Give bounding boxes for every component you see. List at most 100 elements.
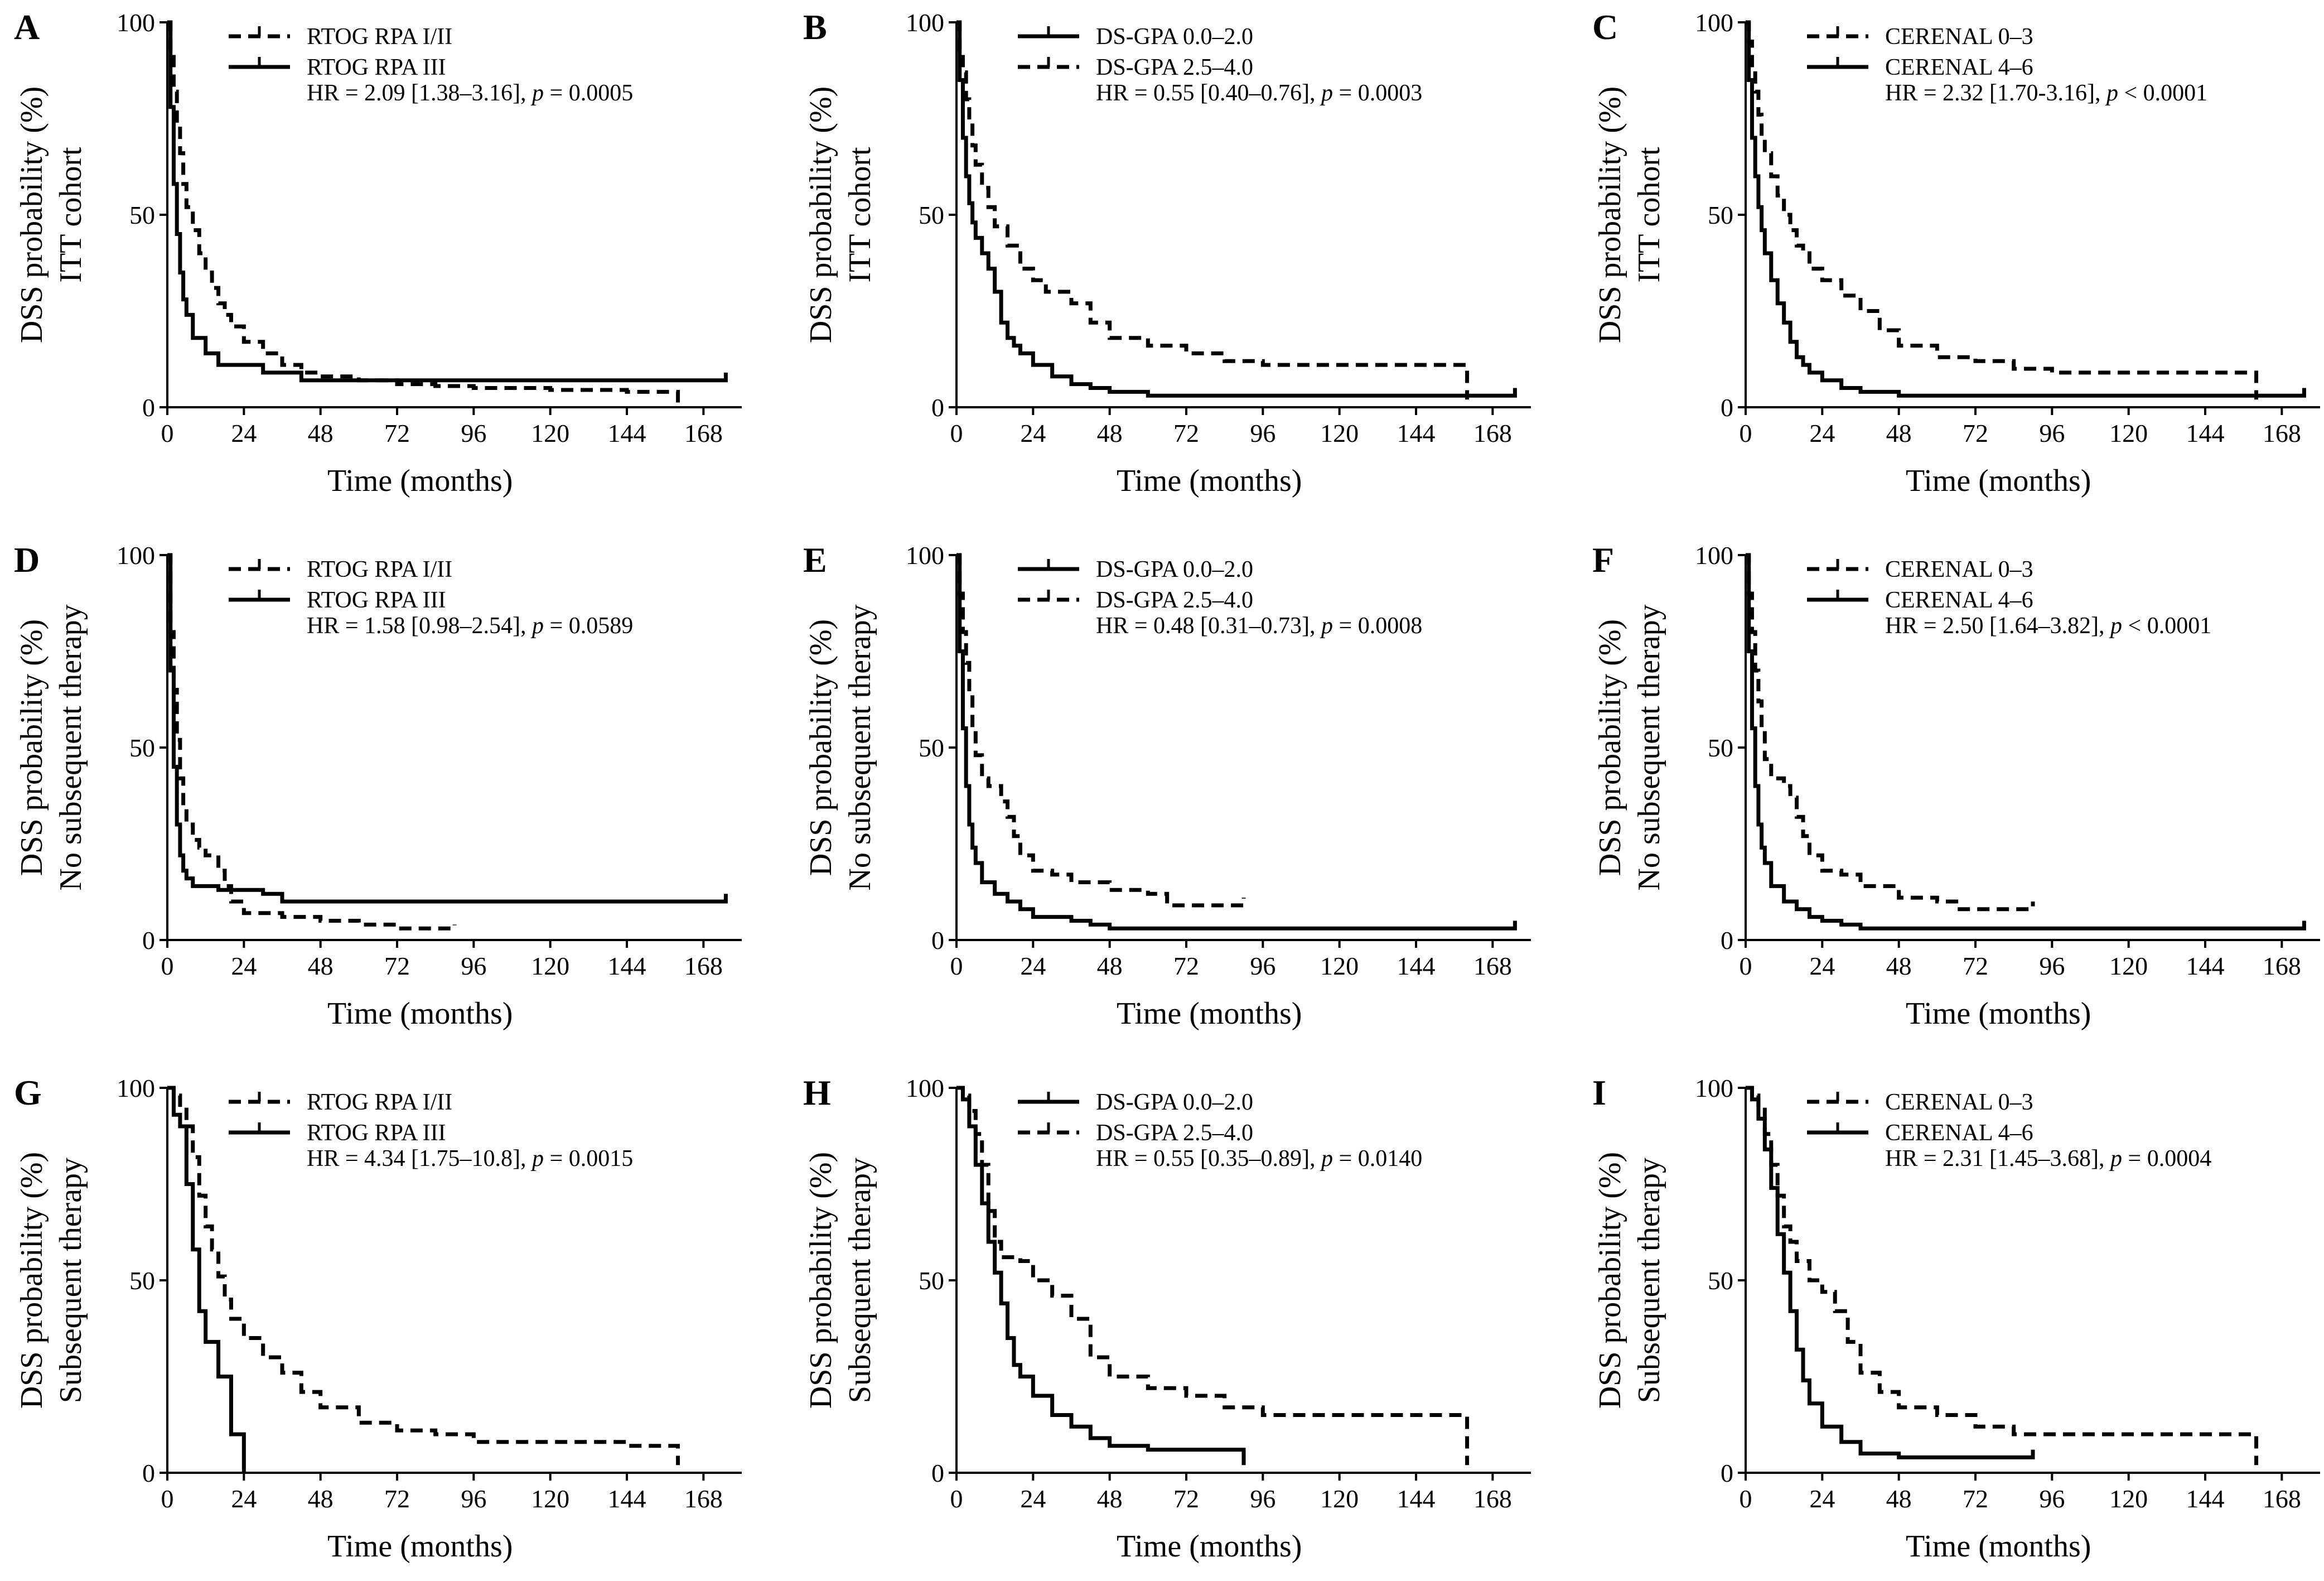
y-tick-label: 50 <box>919 734 944 762</box>
series-line-dashed <box>1746 20 2259 400</box>
x-tick-label: 120 <box>2109 952 2148 980</box>
y-tick-label: 100 <box>1695 541 1733 570</box>
panel-h: H 0 50 100 0 24 48 72 96 120 144 168 Time (months) DS… <box>803 1073 1531 1564</box>
x-tick-label: 144 <box>1397 1484 1436 1513</box>
y-axis-title: DSS probability (%) <box>1593 1152 1627 1409</box>
y-tick-label: 100 <box>117 541 155 570</box>
x-tick-label: 144 <box>2186 952 2225 980</box>
legend-label: CERENAL 4–6 <box>1885 1120 2033 1146</box>
x-tick-label: 24 <box>231 952 257 980</box>
x-tick-label: 72 <box>384 952 410 980</box>
x-tick-label: 168 <box>684 1484 723 1513</box>
x-tick-label: 168 <box>2263 952 2301 980</box>
series-line-dashed <box>1746 553 2035 912</box>
series-line-solid <box>167 553 728 904</box>
x-tick-label: 48 <box>1097 952 1123 980</box>
x-tick-label: 48 <box>1097 419 1123 447</box>
y-tick-label: 0 <box>142 926 155 955</box>
x-tick-label: 120 <box>531 1484 569 1513</box>
series-line-solid <box>956 20 1517 398</box>
series-line-solid <box>956 553 1517 931</box>
x-tick-label: 120 <box>1320 1484 1359 1513</box>
y-tick-label: 50 <box>129 1266 155 1295</box>
x-tick-label: 120 <box>2109 1484 2148 1513</box>
x-tick-label: 0 <box>161 419 174 447</box>
x-tick-label: 96 <box>2039 419 2065 447</box>
y-axis-subtitle: Subsequent therapy <box>843 1158 877 1403</box>
hr-annotation: HR = 0.48 [0.31–0.73], p = 0.0008 <box>1096 613 1422 639</box>
x-tick-label: 0 <box>161 952 174 980</box>
y-tick-label: 0 <box>931 393 944 422</box>
series-line-dashed <box>956 20 1470 400</box>
series-line-dashed <box>167 20 680 407</box>
y-tick-label: 0 <box>1721 926 1733 955</box>
hr-annotation: HR = 2.31 [1.45–3.68], p = 0.0004 <box>1885 1146 2211 1172</box>
x-axis-title: Time (months) <box>1906 996 2091 1031</box>
x-tick-label: 168 <box>2263 1484 2301 1513</box>
y-axis-subtitle: ITT cohort <box>54 147 88 283</box>
panel-letter: F <box>1592 540 1614 580</box>
panel-letter: G <box>14 1073 42 1112</box>
panel-c: C 0 50 100 0 24 48 72 96 120 144 168 Time (months) DS… <box>1592 7 2320 498</box>
x-tick-label: 0 <box>161 1484 174 1513</box>
x-tick-label: 96 <box>2039 1484 2065 1513</box>
hr-annotation: HR = 2.50 [1.64–3.82], p < 0.0001 <box>1885 613 2211 639</box>
x-tick-label: 96 <box>1250 952 1275 980</box>
x-tick-label: 144 <box>608 952 646 980</box>
x-axis-title: Time (months) <box>327 1529 513 1564</box>
x-tick-label: 48 <box>1886 1484 1912 1513</box>
legend-label: RTOG RPA III <box>307 1120 446 1146</box>
hr-annotation: HR = 2.32 [1.70-3.16], p < 0.0001 <box>1885 80 2207 106</box>
panel-d: D 0 50 100 0 24 48 72 96 120 144 168 Time (months) DS… <box>14 540 742 1031</box>
x-tick-label: 48 <box>1886 952 1912 980</box>
hr-annotation: HR = 1.58 [0.98–2.54], p = 0.0589 <box>307 613 633 639</box>
x-tick-label: 24 <box>1020 419 1046 447</box>
x-tick-label: 24 <box>1020 952 1046 980</box>
panel-i: I 0 50 100 0 24 48 72 96 120 144 168 Time (months) DS… <box>1592 1073 2320 1564</box>
panel-letter: E <box>803 540 827 580</box>
x-tick-label: 0 <box>950 952 963 980</box>
y-axis-title: DSS probability (%) <box>1593 86 1627 343</box>
legend-label: RTOG RPA III <box>307 587 446 613</box>
x-tick-label: 72 <box>1173 1484 1199 1513</box>
x-tick-label: 72 <box>1173 419 1199 447</box>
x-tick-label: 24 <box>1809 419 1835 447</box>
y-tick-label: 100 <box>906 8 944 37</box>
y-axis-subtitle: ITT cohort <box>843 147 877 283</box>
legend-label: DS-GPA 2.5–4.0 <box>1096 55 1253 80</box>
panel-letter: A <box>14 7 40 47</box>
x-tick-label: 0 <box>1740 952 1752 980</box>
legend-label: CERENAL 0–3 <box>1885 1090 2033 1115</box>
y-tick-label: 100 <box>1695 1074 1733 1102</box>
y-tick-label: 50 <box>919 1266 944 1295</box>
x-tick-label: 24 <box>1809 952 1835 980</box>
y-axis-title: DSS probability (%) <box>15 86 49 343</box>
panel-e: E 0 50 100 0 24 48 72 96 120 144 168 Time (months) DS… <box>803 540 1531 1031</box>
y-tick-label: 50 <box>1708 1266 1733 1295</box>
panel-letter: H <box>803 1073 831 1112</box>
x-tick-label: 48 <box>308 1484 334 1513</box>
x-tick-label: 24 <box>231 419 257 447</box>
y-tick-label: 100 <box>906 1074 944 1102</box>
x-tick-label: 144 <box>2186 1484 2225 1513</box>
y-tick-label: 0 <box>931 1459 944 1487</box>
x-tick-label: 120 <box>531 419 569 447</box>
x-tick-label: 96 <box>2039 952 2065 980</box>
y-tick-label: 0 <box>931 926 944 955</box>
hr-annotation: HR = 4.34 [1.75–10.8], p = 0.0015 <box>307 1146 633 1172</box>
series-line-solid <box>167 1086 246 1473</box>
x-axis-title: Time (months) <box>1906 1529 2091 1564</box>
x-tick-label: 96 <box>1250 419 1275 447</box>
series-line-dashed <box>167 1086 680 1466</box>
legend-label: DS-GPA 0.0–2.0 <box>1096 24 1253 50</box>
x-tick-label: 72 <box>1173 952 1199 980</box>
x-tick-label: 72 <box>1963 1484 1988 1513</box>
legend-label: CERENAL 0–3 <box>1885 557 2033 582</box>
x-axis-title: Time (months) <box>1117 996 1302 1031</box>
x-tick-label: 168 <box>1473 952 1512 980</box>
series-line-dashed <box>167 553 457 931</box>
panel-letter: D <box>14 540 40 580</box>
x-tick-label: 144 <box>608 419 646 447</box>
legend-label: RTOG RPA I/II <box>307 1090 452 1115</box>
